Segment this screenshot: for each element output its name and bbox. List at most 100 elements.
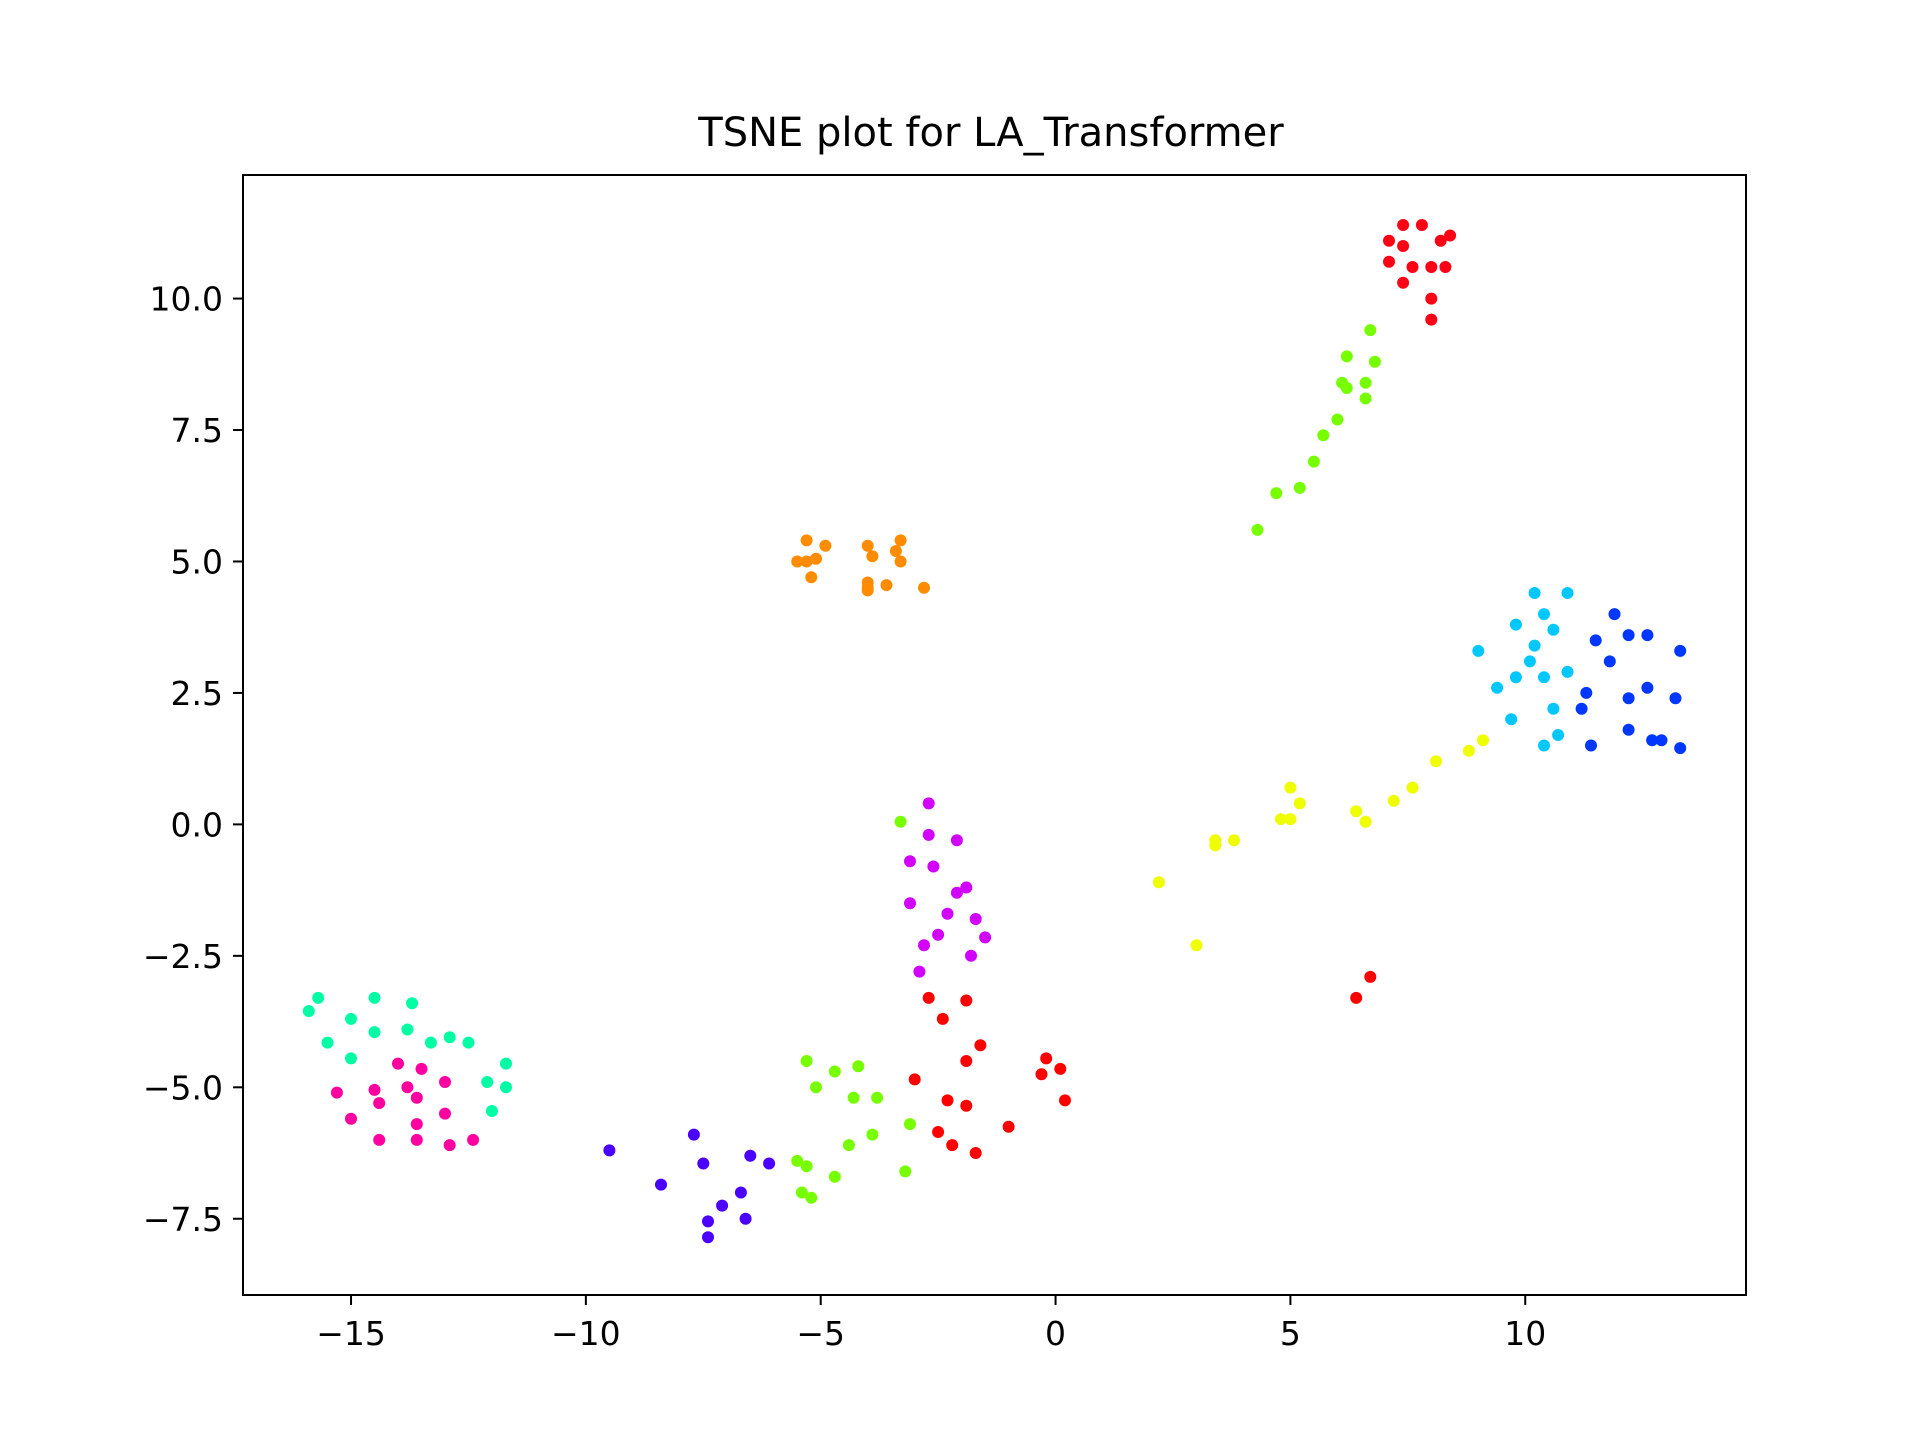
- scatter-point: [321, 1036, 334, 1049]
- scatter-point: [368, 1026, 381, 1039]
- scatter-point: [302, 1005, 315, 1018]
- scatter-point: [866, 1128, 879, 1141]
- scatter-point: [410, 1133, 423, 1146]
- scatter-point: [345, 1012, 357, 1025]
- series-10: [603, 1128, 776, 1244]
- series-5: [1152, 734, 1489, 952]
- scatter-point: [852, 1060, 865, 1073]
- x-tick-label: 0: [1045, 1314, 1066, 1353]
- scatter-point: [1505, 713, 1518, 726]
- points-layer: [302, 219, 1687, 1244]
- scatter-point: [800, 1160, 813, 1173]
- scatter-point: [1059, 1094, 1071, 1107]
- scatter-point: [960, 1099, 973, 1112]
- scatter-point: [330, 1086, 343, 1099]
- scatter-point: [716, 1199, 729, 1212]
- scatter-point: [1397, 240, 1410, 252]
- scatter-point: [918, 939, 930, 952]
- scatter-point: [847, 1091, 860, 1104]
- scatter-point: [936, 1012, 949, 1025]
- scatter-point: [941, 1094, 954, 1107]
- scatter-point: [702, 1231, 714, 1244]
- series-6: [904, 797, 992, 978]
- scatter-point: [918, 581, 930, 594]
- scatter-point: [443, 1031, 456, 1044]
- scatter-point: [932, 1126, 945, 1138]
- y-tick-label: 0.0: [171, 805, 223, 844]
- scatter-point: [373, 1097, 386, 1110]
- scatter-point: [410, 1091, 423, 1104]
- y-axis: −7.5 −5.0 −2.5 0.0 2.5 5.0 7.5 10.0: [143, 280, 243, 1239]
- scatter-point: [1425, 313, 1438, 326]
- scatter-point: [1622, 692, 1635, 705]
- scatter-point: [941, 907, 954, 920]
- scatter-point: [946, 1139, 959, 1152]
- scatter-point: [1340, 350, 1353, 363]
- scatter-point: [1589, 634, 1602, 647]
- scatter-point: [974, 1039, 987, 1052]
- scatter-point: [1491, 681, 1504, 694]
- scatter-point: [392, 1057, 404, 1070]
- scatter-point: [1359, 376, 1372, 389]
- scatter-point: [1359, 392, 1372, 405]
- scatter-point: [1035, 1068, 1048, 1081]
- scatter-point: [819, 539, 832, 552]
- scatter-point: [1646, 734, 1659, 747]
- scatter-point: [810, 552, 822, 565]
- scatter-point: [439, 1076, 451, 1088]
- scatter-point: [927, 860, 940, 873]
- y-tick-label: 7.5: [171, 411, 223, 450]
- scatter-point: [866, 550, 879, 563]
- series-8: [302, 991, 512, 1117]
- scatter-point: [1434, 234, 1447, 247]
- scatter-point: [1368, 355, 1381, 368]
- y-tick-label: −2.5: [143, 937, 223, 976]
- scatter-point: [795, 1186, 808, 1199]
- scatter-point: [1622, 723, 1635, 736]
- scatter-point: [894, 815, 907, 828]
- series-2: [791, 534, 930, 597]
- scatter-point: [960, 1055, 973, 1067]
- scatter-point: [1359, 815, 1372, 828]
- scatter-point: [368, 1083, 381, 1096]
- scatter-point: [979, 931, 992, 944]
- scatter-point: [439, 1107, 451, 1120]
- scatter-point: [687, 1128, 700, 1141]
- scatter-point: [1509, 671, 1522, 684]
- scatter-point: [1538, 608, 1550, 621]
- scatter-point: [1275, 813, 1287, 826]
- scatter-point: [894, 555, 907, 568]
- scatter-point: [1509, 618, 1522, 631]
- scatter-point: [1364, 970, 1377, 983]
- scatter-point: [1439, 261, 1452, 273]
- scatter-point: [1641, 629, 1654, 642]
- scatter-point: [467, 1133, 480, 1146]
- scatter-point: [1293, 481, 1306, 494]
- series-3: [1472, 587, 1574, 752]
- scatter-point: [842, 1139, 855, 1152]
- scatter-point: [1054, 1062, 1067, 1075]
- scatter-point: [904, 855, 916, 868]
- scatter-point: [805, 571, 818, 584]
- scatter-point: [312, 991, 325, 1004]
- scatter-point: [861, 539, 874, 552]
- x-tick-label: −5: [796, 1314, 845, 1353]
- scatter-point: [1340, 382, 1353, 394]
- scatter-point: [1307, 455, 1320, 468]
- scatter-point: [1425, 261, 1438, 273]
- scatter-point: [965, 949, 977, 962]
- scatter-point: [922, 991, 935, 1004]
- scatter-point: [1641, 681, 1654, 694]
- scatter-point: [1293, 797, 1306, 810]
- scatter-point: [960, 881, 973, 894]
- scatter-point: [655, 1178, 667, 1191]
- scatter-point: [401, 1081, 414, 1094]
- scatter-point: [791, 1154, 804, 1167]
- scatter-point: [1472, 644, 1485, 657]
- chart-title: TSNE plot for LA_Transformer: [697, 110, 1284, 156]
- scatter-point: [1406, 781, 1419, 794]
- scatter-point: [1350, 805, 1363, 818]
- scatter-point: [805, 1191, 818, 1204]
- scatter-point: [603, 1144, 616, 1157]
